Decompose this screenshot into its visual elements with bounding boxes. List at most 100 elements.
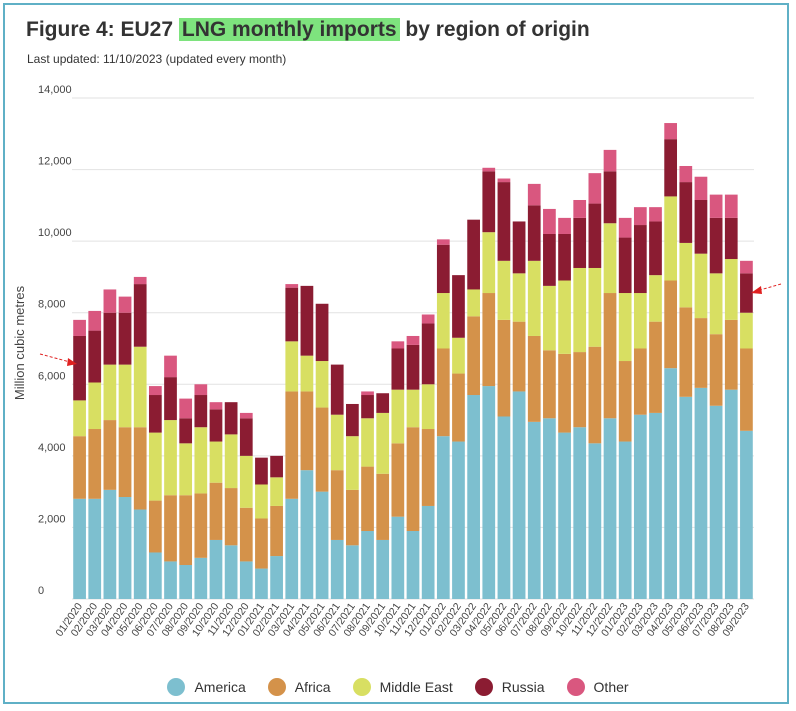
bar-segment-russia bbox=[588, 203, 602, 268]
y-tick-label: 0 bbox=[38, 585, 44, 597]
bar-stack bbox=[436, 239, 450, 599]
bar-segment-america bbox=[436, 436, 450, 599]
bar-segment-america bbox=[88, 498, 102, 599]
bar-segment-russia bbox=[679, 182, 693, 243]
bar-segment-middle-east bbox=[694, 253, 708, 319]
bar-stack bbox=[361, 391, 374, 599]
figure-title: Figure 4: EU27 LNG monthly imports by re… bbox=[26, 18, 590, 42]
bar-segment-other bbox=[133, 276, 147, 285]
bar-segment-america bbox=[270, 556, 283, 599]
y-tick-label: 10,000 bbox=[38, 227, 72, 239]
bar-segment-other bbox=[543, 208, 556, 234]
bar-segment-other bbox=[436, 239, 450, 245]
bar-stack bbox=[633, 207, 647, 599]
bar-segment-africa bbox=[406, 427, 420, 532]
bar-segment-other bbox=[361, 391, 374, 396]
bar-stack bbox=[148, 386, 162, 599]
bar-segment-other bbox=[603, 149, 617, 172]
bar-segment-africa bbox=[194, 493, 208, 558]
bar-segment-russia bbox=[527, 205, 541, 261]
bar-segment-middle-east bbox=[224, 434, 238, 489]
bar-segment-africa bbox=[603, 293, 617, 419]
bar-segment-america bbox=[482, 386, 496, 599]
bar-segment-middle-east bbox=[270, 477, 283, 506]
bar-segment-middle-east bbox=[618, 293, 632, 362]
bar-segment-america bbox=[285, 498, 299, 599]
bar-segment-russia bbox=[709, 217, 723, 274]
bar-segment-middle-east bbox=[512, 273, 526, 322]
bar-segment-other bbox=[406, 335, 420, 345]
bar-segment-america bbox=[527, 421, 541, 599]
bar-segment-america bbox=[467, 395, 480, 599]
bar-stack bbox=[543, 208, 556, 599]
arrow-annotation-left bbox=[39, 353, 77, 366]
bar-segment-middle-east bbox=[255, 484, 268, 519]
bar-stack bbox=[467, 219, 480, 599]
bar-segment-africa bbox=[376, 473, 390, 540]
bar-segment-russia bbox=[512, 221, 526, 274]
bar-segment-middle-east bbox=[346, 436, 359, 490]
bar-segment-america bbox=[497, 416, 511, 599]
bar-segment-russia bbox=[633, 225, 647, 294]
arrow-annotation-right bbox=[751, 283, 782, 294]
bar-segment-middle-east bbox=[406, 389, 420, 428]
bar-segment-africa bbox=[73, 436, 86, 499]
bar-segment-middle-east bbox=[603, 223, 617, 294]
bar-segment-russia bbox=[270, 455, 283, 478]
bar-segment-america bbox=[179, 565, 193, 599]
bar-segment-africa bbox=[361, 466, 374, 532]
bar-segment-america bbox=[679, 396, 693, 599]
bar-segment-africa bbox=[346, 489, 359, 546]
chart-legend: America Africa Middle East Russia Other bbox=[0, 678, 796, 699]
bar-segment-middle-east bbox=[239, 455, 253, 508]
bar-segment-other bbox=[558, 217, 571, 234]
bar-segment-middle-east bbox=[543, 285, 556, 351]
legend-swatch bbox=[267, 678, 286, 696]
bar-stack bbox=[603, 149, 617, 599]
y-tick-label: 8,000 bbox=[38, 299, 66, 311]
bar-segment-america bbox=[346, 545, 359, 599]
bar-segment-other bbox=[148, 386, 162, 396]
title-highlight: LNG monthly imports bbox=[178, 18, 400, 41]
bar-segment-africa bbox=[573, 352, 587, 428]
bar-segment-russia bbox=[209, 409, 223, 442]
bar-segment-africa bbox=[285, 391, 299, 499]
bar-segment-russia bbox=[649, 221, 662, 276]
legend-item-other: Other bbox=[566, 678, 629, 696]
bar-stack bbox=[255, 457, 268, 599]
bar-segment-africa bbox=[588, 346, 602, 444]
bar-stack bbox=[179, 398, 193, 599]
bar-segment-america bbox=[73, 498, 86, 599]
bar-segment-middle-east bbox=[179, 443, 193, 496]
bar-stack bbox=[709, 194, 723, 599]
bar-segment-africa bbox=[300, 391, 314, 471]
bar-segment-america bbox=[694, 387, 708, 599]
bar-stack bbox=[740, 260, 753, 599]
legend-item-russia: Russia bbox=[474, 678, 545, 696]
title-suffix: by region of origin bbox=[399, 18, 590, 41]
bar-segment-russia bbox=[330, 364, 344, 415]
bar-segment-middle-east bbox=[315, 361, 329, 408]
bar-segment-middle-east bbox=[361, 418, 374, 467]
bar-segment-africa bbox=[315, 407, 329, 492]
bar-segment-america bbox=[239, 561, 253, 599]
bar-segment-africa bbox=[512, 321, 526, 392]
bar-stack bbox=[588, 173, 602, 599]
bar-segment-america bbox=[588, 443, 602, 599]
bar-segment-russia bbox=[255, 457, 268, 485]
bar-segment-russia bbox=[73, 335, 86, 401]
bar-segment-africa bbox=[224, 488, 238, 546]
bar-stack bbox=[209, 402, 223, 599]
bar-segment-middle-east bbox=[482, 232, 496, 294]
bar-stack bbox=[103, 289, 117, 599]
bar-stack bbox=[482, 167, 496, 599]
bar-segment-other bbox=[618, 217, 632, 238]
bar-segment-africa bbox=[558, 353, 571, 433]
bar-stack bbox=[406, 335, 420, 599]
bar-segment-russia bbox=[618, 237, 632, 294]
bar-stack bbox=[315, 303, 329, 599]
bar-segment-middle-east bbox=[88, 382, 102, 430]
bar-segment-russia bbox=[421, 323, 435, 385]
figure-subtitle: Last updated: 11/10/2023 (updated every … bbox=[27, 52, 287, 66]
bar-segment-russia bbox=[376, 393, 390, 413]
